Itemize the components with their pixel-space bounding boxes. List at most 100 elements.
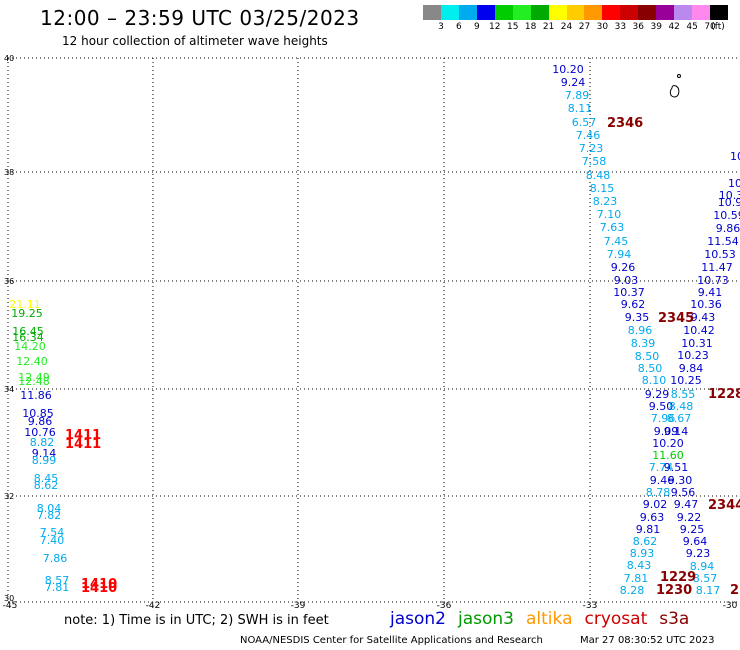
wave-height-value: 8.17	[695, 584, 721, 597]
page-title: 12:00 – 23:59 UTC 03/25/2023	[40, 6, 360, 30]
pass-time-label: 1411	[65, 428, 102, 443]
wave-height-value: 7.86	[42, 552, 68, 565]
wave-height-value: 7.63	[599, 221, 625, 234]
wave-height-value: 7.58	[581, 155, 607, 168]
wave-height-value: 11.60	[652, 449, 684, 462]
wave-height-value: 7.10	[596, 208, 622, 221]
scale-swatch	[512, 5, 532, 20]
mission-legend: jason2 jason3 altika cryosat s3a	[390, 609, 701, 629]
wave-height-value: 9.25	[679, 523, 705, 536]
wave-height-value: 9.81	[635, 523, 661, 536]
wave-height-value: 12.40	[16, 355, 48, 368]
wave-height-value: 8.62	[33, 479, 59, 492]
wave-height-value: 10.23	[677, 349, 709, 362]
lat-label: 36	[4, 277, 15, 286]
wave-height-value: 9.29	[644, 388, 670, 401]
pass-time-label: 2	[730, 583, 740, 598]
wave-height-value: 9.86	[27, 415, 53, 428]
scale-label: 36	[632, 22, 645, 32]
wave-height-value: 9.30	[667, 474, 693, 487]
wave-height-value: 16.45	[12, 325, 44, 338]
wave-height-value: 8.82	[29, 436, 55, 449]
legend-s3a: s3a	[659, 609, 690, 629]
wave-height-value: 10.9	[717, 196, 740, 209]
wave-height-value: 8.04	[36, 502, 62, 515]
scale-label: 27	[578, 22, 591, 32]
lat-label: 30	[4, 594, 15, 603]
scale-swatch	[584, 5, 603, 20]
wave-height-value: 8.28	[619, 584, 645, 597]
wave-height-value: 7.54	[39, 526, 65, 539]
wave-height-value: 9.35	[624, 311, 650, 324]
wave-height-value: 8.11	[567, 102, 593, 115]
legend-jason3: jason3	[458, 609, 514, 629]
scale-label: 9	[473, 22, 480, 32]
wave-height-value: 7.81	[44, 581, 70, 594]
map-border	[7, 57, 740, 603]
wave-height-value: 10.73	[697, 274, 729, 287]
wave-height-value: 8.62	[632, 535, 658, 548]
wave-height-value: 9.86	[715, 222, 740, 235]
wave-height-value: 9.46	[649, 474, 675, 487]
wave-height-value: 9.02	[642, 498, 668, 511]
wave-height-value: 8.43	[626, 559, 652, 572]
lon-label: -30	[722, 601, 738, 611]
wave-height-value: 10.3	[718, 189, 740, 202]
generated-date: Mar 27 08:30:52 UTC 2023	[580, 635, 715, 646]
wave-height-value: 9.62	[620, 298, 646, 311]
pass-time-label: 2346	[607, 116, 644, 131]
wave-height-value: 8.55	[670, 388, 696, 401]
wave-height-value: 8.94	[689, 560, 715, 573]
wave-height-value: 9.64	[682, 535, 708, 548]
wave-height-value: 8.23	[592, 195, 618, 208]
pass-time-label: 2344	[708, 498, 740, 513]
wave-height-value: 8.50	[634, 350, 660, 363]
scale-label: 3	[438, 22, 444, 32]
wave-height-value: 10.76	[24, 426, 56, 439]
island-coastline	[669, 74, 681, 98]
wave-height-value: 7.82	[36, 509, 62, 522]
wave-height-value: 7.74	[648, 461, 674, 474]
wave-height-value: 9.14	[663, 425, 689, 438]
wave-height-value: 10.37	[613, 286, 645, 299]
wave-height-value: 10.36	[690, 298, 722, 311]
lat-label: 40	[4, 54, 15, 63]
wave-height-value: 10.53	[704, 248, 736, 261]
lon-label: -36	[436, 601, 452, 611]
scale-label: 18	[524, 22, 537, 32]
scale-label: 70	[704, 22, 716, 32]
legend-altika: altika	[526, 609, 573, 629]
wave-height-value: 8.99	[31, 454, 57, 467]
wave-height-value: 9.50	[648, 400, 674, 413]
pass-time-label: 1411	[65, 437, 102, 452]
wave-height-value: 10.20	[552, 63, 584, 76]
pass-time-label: 1410	[81, 577, 118, 592]
scale-swatch	[692, 5, 711, 20]
wave-height-value: 10.42	[683, 324, 715, 337]
scale-swatch	[440, 5, 460, 20]
wave-height-value: 6.57	[571, 116, 597, 129]
page-subtitle: 12 hour collection of altimeter wave hei…	[62, 34, 328, 48]
scale-swatch	[674, 5, 693, 20]
wave-height-value: 9.24	[560, 76, 586, 89]
wave-height-value: 10.59	[713, 209, 740, 222]
scale-swatch	[638, 5, 657, 20]
scale-label: 21	[542, 22, 555, 32]
lat-label: 34	[4, 385, 15, 394]
wave-height-value: 12.49	[18, 371, 50, 384]
wave-height-value: 9.23	[685, 547, 711, 560]
pass-time-label: 2345	[658, 311, 695, 326]
scale-swatch	[548, 5, 568, 20]
wave-height-value: 9.09	[653, 425, 679, 438]
scale-label: 33	[614, 22, 627, 32]
wave-height-value: 10.20	[652, 437, 684, 450]
scale-swatch	[602, 5, 621, 20]
scale-label: 12	[489, 22, 501, 32]
pass-time-label: 1410	[81, 581, 118, 596]
wave-height-value: 19.25	[11, 307, 43, 320]
scale-label: 24	[560, 22, 573, 32]
wave-height-value: 7.81	[623, 572, 649, 585]
legend-cryosat: cryosat	[584, 609, 648, 629]
wave-height-value: 7.94	[606, 248, 632, 261]
scale-swatch	[458, 5, 478, 20]
